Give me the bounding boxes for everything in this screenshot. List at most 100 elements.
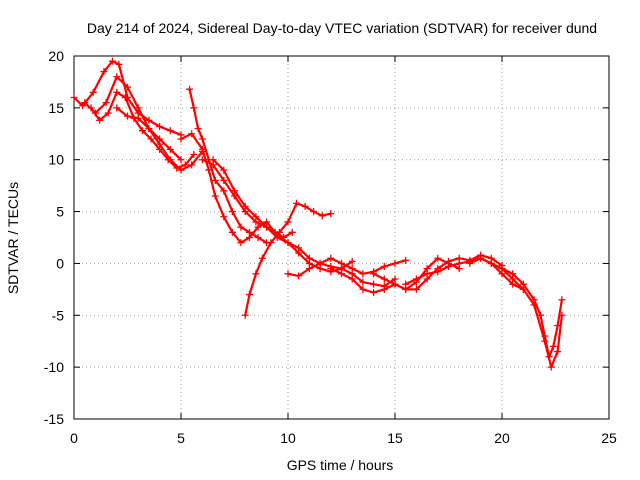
data-point [509,270,517,278]
series-satellite-track-9 [241,199,335,319]
data-point [188,130,196,138]
data-point [241,311,249,319]
data-point [134,104,142,112]
data-point [338,259,345,267]
data-point [549,342,557,350]
series-line [179,132,294,244]
data-point [348,265,356,273]
data-point [316,259,324,267]
data-point [245,291,253,299]
data-point [380,275,388,283]
data-point [295,272,303,280]
data-point [263,223,271,231]
data-point [177,166,185,174]
y-tick-label: 0 [56,255,64,271]
y-tick-label: -5 [52,307,65,323]
data-point [166,145,174,153]
data-point [348,275,356,283]
ticks [73,55,610,420]
y-tick-label: 5 [56,204,64,220]
data-point [327,210,335,218]
data-point [554,322,562,330]
data-point [284,218,292,226]
data-point [293,199,301,207]
series-satellite-track-14 [466,254,566,371]
data-point [113,104,121,112]
x-tick-label: 10 [280,430,296,446]
data-point [487,259,495,267]
series-satellite-track-1 [70,57,185,139]
data-point [305,254,313,262]
data-point [434,254,442,262]
chart-title: Day 214 of 2024, Sidereal Day-to-day VTE… [87,20,597,36]
data-point [284,239,292,247]
data-point [205,166,213,174]
series-satellite-track-3 [87,88,198,172]
grid [74,56,609,419]
x-tick-label: 20 [494,430,510,446]
y-tick-label: -15 [44,411,64,427]
data-point [113,73,121,81]
data-point [188,161,196,169]
data-point [519,280,527,288]
data-point [423,270,431,278]
data-point [70,93,78,101]
data-point [541,332,549,340]
series-line [404,257,525,291]
series-satellite-track-8 [209,156,399,290]
data-point [327,254,335,262]
data-point [166,127,174,135]
series-line [83,75,183,161]
data-point [104,109,112,117]
data-point [537,311,545,319]
data-point [228,228,236,236]
data-point [241,202,249,210]
data-point [545,353,553,361]
data-point [245,234,253,241]
data-point [209,156,217,164]
data-point [89,88,97,96]
data-point [124,112,131,120]
data-point [237,239,245,247]
series-line [188,88,268,244]
data-point [284,270,292,278]
data-point [87,104,95,112]
data-point [301,202,309,210]
data-point [220,213,228,221]
data-point [190,151,198,159]
data-point [252,213,260,221]
data-point [177,135,185,143]
data-point [477,254,485,262]
data-point [237,223,245,231]
data-point [177,156,185,164]
data-point [370,288,378,296]
data-point [254,234,262,241]
data-point [380,285,388,293]
data-point [124,83,131,91]
data-point [100,68,108,76]
data-point [370,280,378,288]
x-tick-label: 15 [387,430,403,446]
data-point [498,265,506,273]
data-point [81,99,89,107]
y-tick-label: 15 [48,100,64,116]
series-line [212,158,397,288]
data-point [434,268,442,276]
data-point [156,140,164,148]
data-point [258,254,266,262]
series-line [244,202,332,317]
data-point [318,212,326,220]
data-point [348,257,356,265]
data-point [275,228,283,236]
data-point [147,135,155,143]
data-point [113,88,121,96]
data-point [267,239,275,247]
data-point [211,192,219,200]
data-point [402,256,410,264]
data-point [380,263,388,271]
data-point [402,280,410,288]
data-point [194,125,202,133]
data-point [156,123,164,131]
data-point [211,176,219,184]
